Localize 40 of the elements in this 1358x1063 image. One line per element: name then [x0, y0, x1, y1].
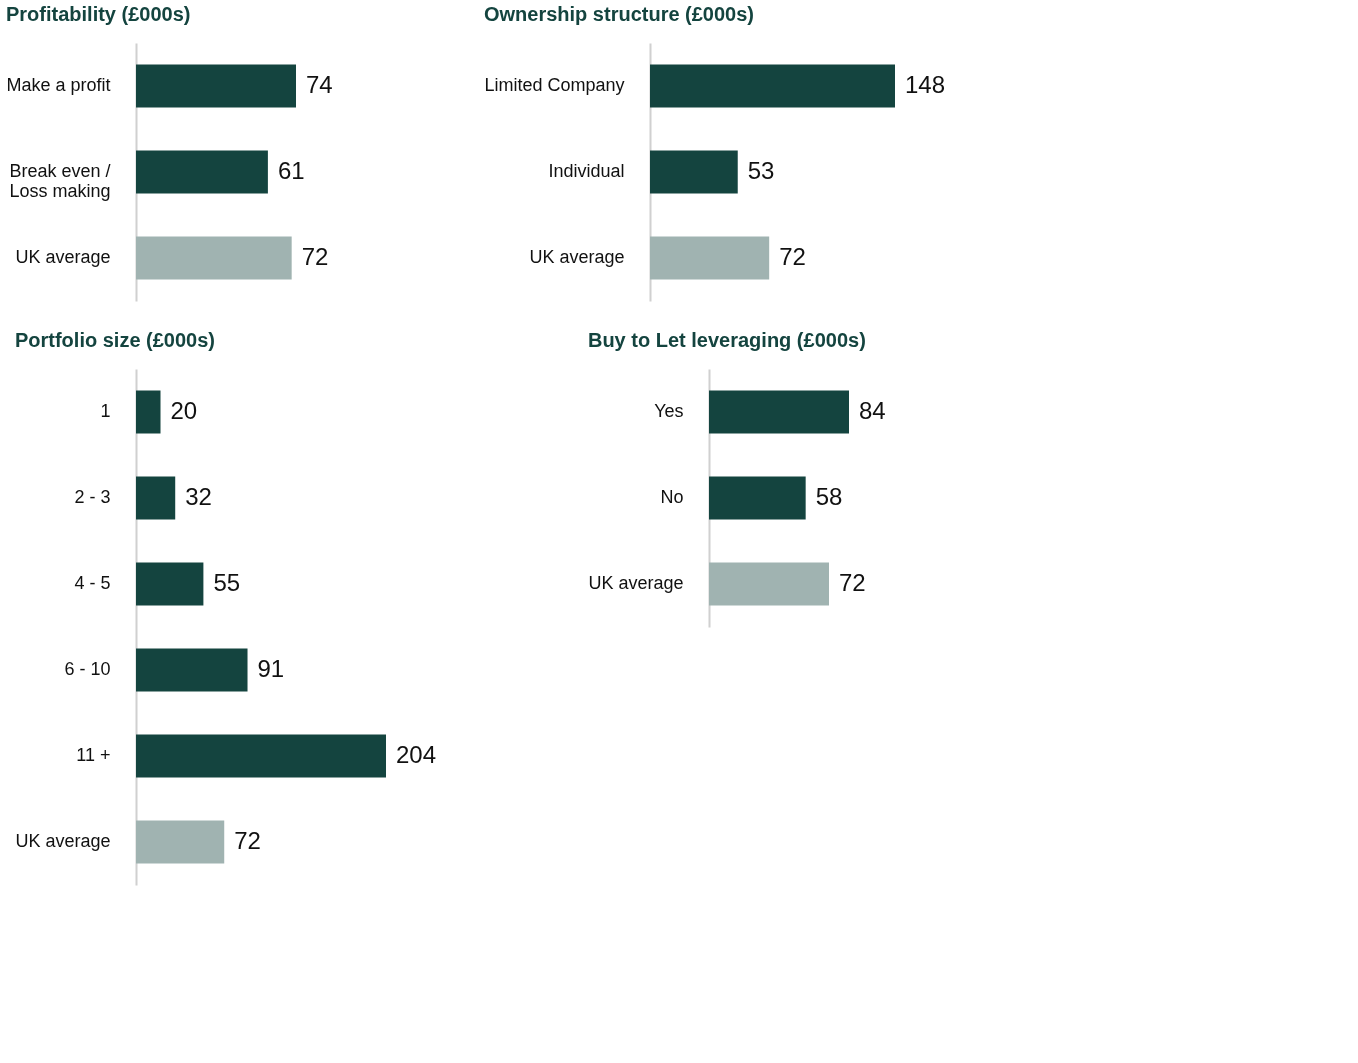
data-label: 72	[234, 827, 261, 854]
y-tick-label: No	[660, 487, 684, 507]
data-label: 72	[779, 243, 806, 270]
data-label: 55	[213, 569, 241, 596]
chart-title: Portfolio size (£000s)	[14, 329, 216, 351]
data-label: 53	[747, 157, 775, 184]
data-label: 20	[170, 397, 198, 424]
bar	[136, 390, 161, 434]
data-label: 148	[905, 71, 946, 98]
y-tick-label: 1	[100, 401, 111, 421]
bar	[136, 476, 176, 520]
chart-title: Ownership structure (£000s)	[483, 3, 755, 25]
bar	[136, 734, 386, 778]
y-tick-label: 2 - 3	[74, 487, 111, 507]
y-tick-label: Break even / Loss making	[9, 161, 111, 201]
y-tick-label: Make a profit	[6, 75, 111, 95]
y-tick-label: Limited Company	[484, 75, 625, 95]
y-tick-label: UK average	[15, 247, 111, 267]
y-tick-label: UK average	[15, 831, 111, 851]
data-label: 204	[396, 741, 437, 768]
y-tick-label: Yes	[654, 401, 684, 421]
chart-title: Profitability (£000s)	[5, 3, 191, 25]
data-label: 91	[257, 655, 285, 682]
y-tick-label: UK average	[588, 573, 684, 593]
y-tick-label: 11 +	[76, 745, 111, 765]
data-label: 72	[301, 243, 329, 270]
bar	[136, 820, 225, 864]
y-tick-label: 6 - 10	[64, 659, 111, 679]
y-tick-label: UK average	[529, 247, 625, 267]
data-label: 84	[859, 397, 886, 424]
bar	[136, 648, 248, 692]
bar	[136, 562, 204, 606]
y-tick-label: 4 - 5	[74, 573, 111, 593]
data-label: 72	[839, 569, 866, 596]
data-label: 74	[306, 71, 333, 98]
data-label: 61	[277, 157, 305, 184]
y-tick-label: Individual	[548, 161, 625, 181]
data-label: 32	[185, 483, 212, 510]
data-label: 58	[815, 483, 843, 510]
chart-title: Buy to Let leveraging (£000s)	[587, 329, 866, 351]
